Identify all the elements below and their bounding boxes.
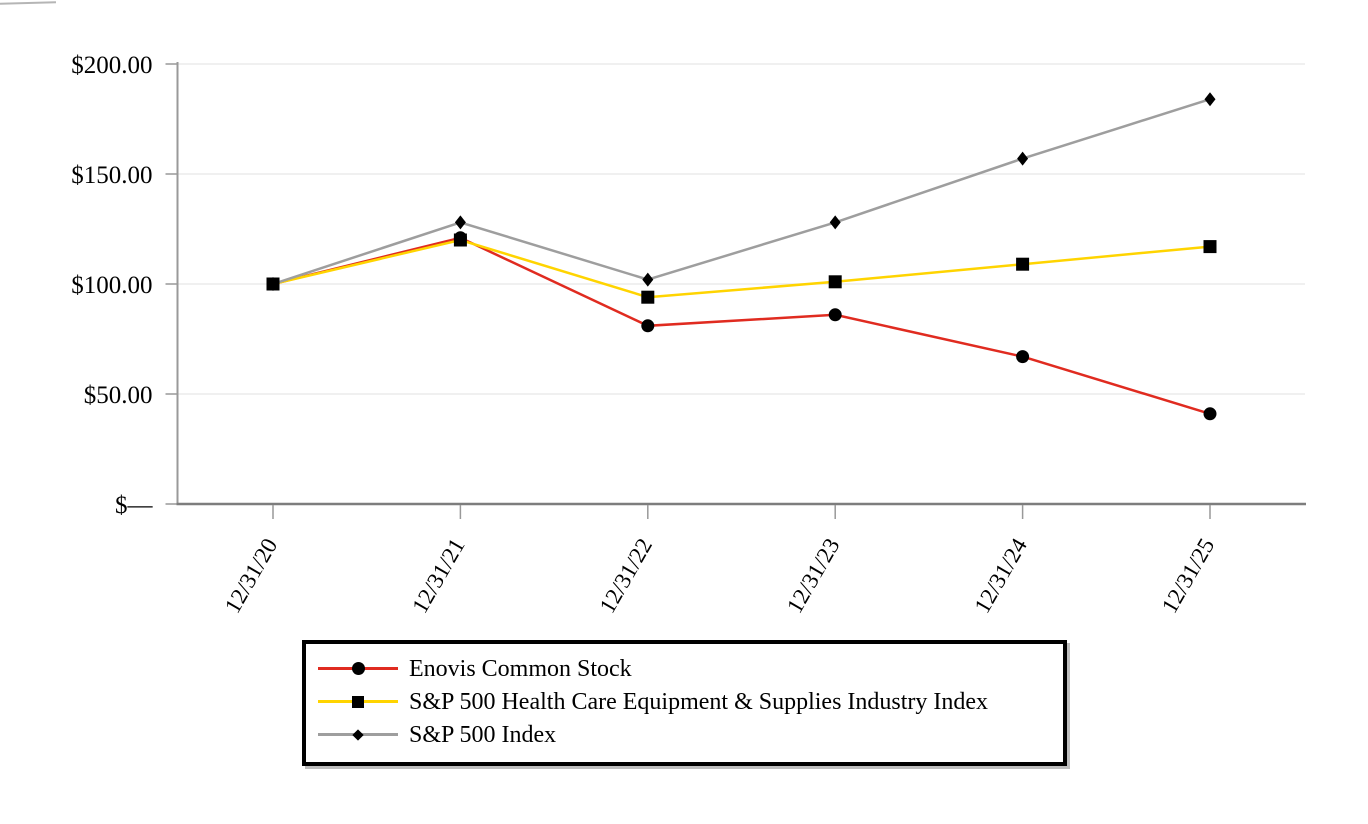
square-marker-icon	[352, 695, 364, 708]
circle-marker-icon	[351, 662, 365, 675]
data-point-square	[641, 290, 655, 304]
x-axis-label: 12/31/21	[407, 534, 470, 617]
y-axis-label: $—	[115, 492, 154, 519]
y-axis-label: $100.00	[71, 272, 152, 299]
legend-item-sp500-index: S&P 500 Index	[306, 718, 1063, 751]
data-point-diamond	[1017, 151, 1029, 166]
y-axis-label: $150.00	[71, 162, 152, 189]
y-axis-label: $200.00	[71, 52, 152, 79]
legend-swatch	[318, 694, 398, 710]
data-point-diamond	[829, 215, 841, 230]
legend-label: S&P 500 Health Care Equipment & Supplies…	[409, 688, 989, 715]
data-point-square	[453, 233, 467, 247]
series-line	[272, 98, 1211, 286]
series-line	[272, 236, 1211, 415]
data-point-diamond	[1204, 92, 1216, 107]
legend-item-enovis-common-stock: Enovis Common Stock	[306, 652, 1063, 685]
legend-swatch	[318, 727, 398, 743]
data-point-circle	[828, 308, 842, 322]
diamond-marker-icon	[352, 728, 364, 741]
chart-legend: Enovis Common Stock S&P 500 Health Care …	[302, 640, 1067, 766]
series-line	[272, 238, 1211, 299]
data-point-square	[1016, 257, 1030, 271]
data-point-diamond	[267, 277, 279, 291]
data-point-circle	[1203, 407, 1217, 421]
performance-line-chart: $200.00 $150.00 $100.00 $50.00 $— 12/31/20 12/…	[71, 52, 1306, 618]
data-point-square	[1203, 240, 1217, 254]
x-axis-label: 12/31/23	[782, 534, 845, 617]
x-axis-label: 12/31/20	[220, 534, 283, 617]
data-point-circle	[641, 319, 655, 333]
legend-label: S&P 500 Index	[409, 721, 557, 748]
legend-swatch	[318, 661, 398, 677]
x-axis-label: 12/31/22	[595, 534, 658, 617]
legend-label: Enovis Common Stock	[409, 655, 632, 682]
legend-item-sp500-health-care-index: S&P 500 Health Care Equipment & Supplies…	[306, 685, 1063, 718]
y-axis-label: $50.00	[84, 382, 153, 409]
data-point-diamond	[642, 272, 654, 287]
x-axis-label: 12/31/24	[969, 534, 1032, 618]
data-point-diamond	[454, 215, 466, 230]
x-axis-label: 12/31/25	[1157, 534, 1220, 617]
data-point-circle	[1016, 350, 1030, 364]
data-point-square	[828, 275, 842, 289]
